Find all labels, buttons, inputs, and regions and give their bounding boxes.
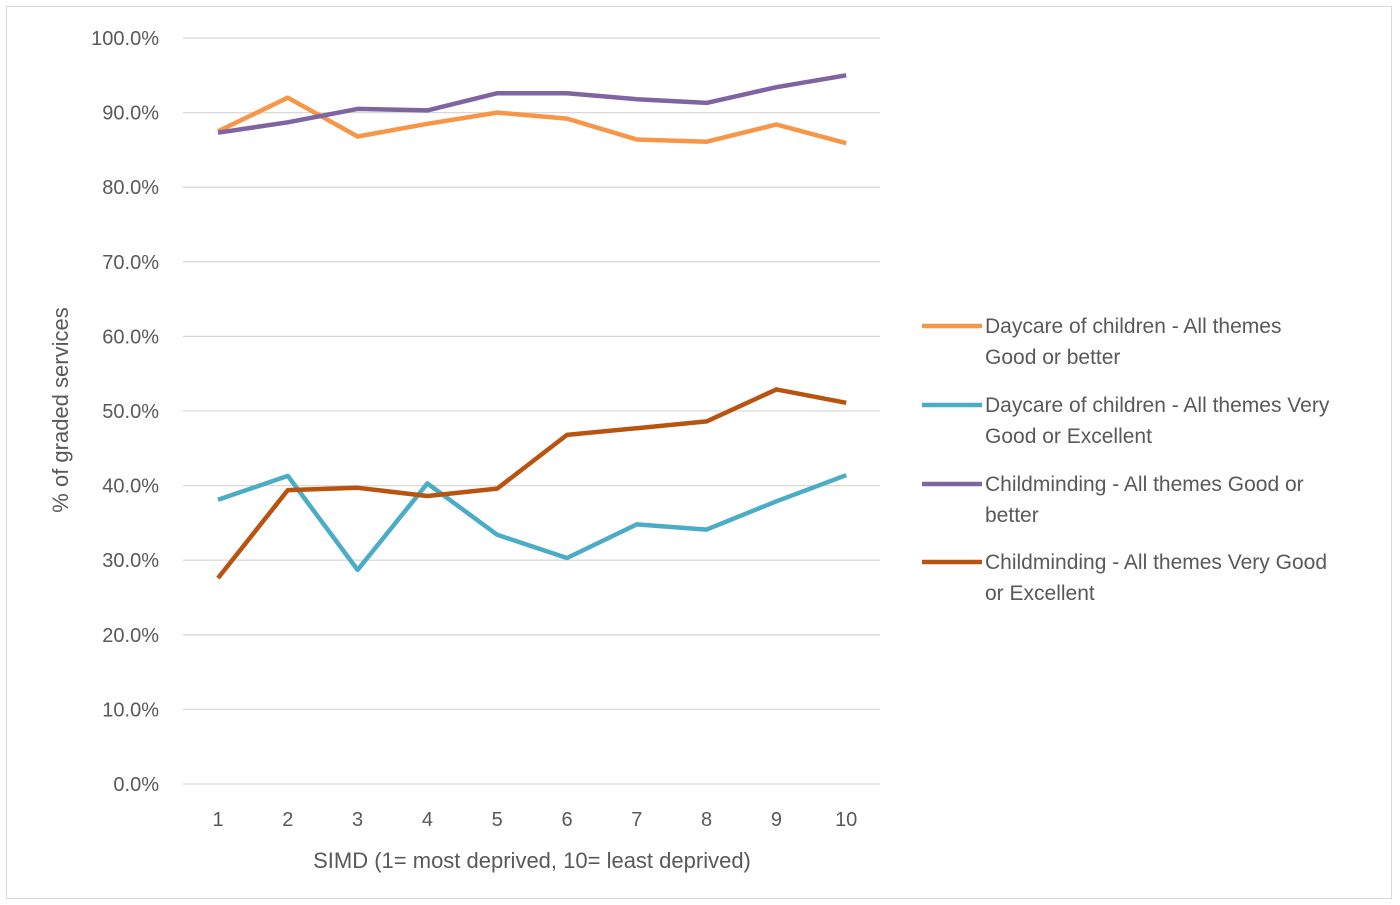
- legend-entry-label: Childminding - All themes Very Good or Ex…: [985, 551, 1327, 605]
- x-tick-label: 4: [422, 809, 433, 831]
- x-tick-label: 1: [212, 809, 223, 831]
- x-axis-tick-labels: 1 2 3 4 5 6 7 8 9 10: [212, 809, 857, 831]
- x-tick-label: 6: [561, 809, 572, 831]
- series-line-4: [216, 387, 847, 580]
- x-tick-label: 3: [352, 809, 363, 831]
- y-tick-label: 100.0%: [91, 28, 159, 50]
- series-line-1: [217, 95, 847, 146]
- legend: Daycare of children - All themes Good or …: [922, 315, 1330, 605]
- y-tick-label: 0.0%: [113, 774, 159, 796]
- y-tick-label: 10.0%: [102, 699, 159, 721]
- x-tick-label: 5: [492, 809, 503, 831]
- x-tick-label: 8: [701, 809, 712, 831]
- y-axis-tick-labels: 0.0% 10.0% 20.0% 30.0% 40.0% 50.0% 60.0% 70.0% 8…: [91, 28, 159, 796]
- y-tick-label: 90.0%: [102, 103, 159, 125]
- x-tick-label: 2: [282, 809, 293, 831]
- x-tick-label: 7: [631, 809, 642, 831]
- legend-entry-label: Daycare of children - All themes Good or …: [985, 315, 1281, 369]
- series-line-2: [217, 473, 847, 573]
- x-axis-title: SIMD (1= most deprived, 10= least depriv…: [313, 848, 751, 873]
- y-tick-label: 30.0%: [102, 550, 159, 572]
- y-tick-label: 40.0%: [102, 476, 159, 498]
- legend-entry-label: Childminding - All themes Good or better: [985, 473, 1304, 527]
- series-lines: [216, 73, 847, 580]
- y-tick-label: 50.0%: [102, 401, 159, 423]
- y-tick-label: 60.0%: [102, 326, 159, 348]
- x-tick-label: 9: [771, 809, 782, 831]
- x-tick-label: 10: [835, 809, 857, 831]
- legend-entry-label: Daycare of children - All themes Very Goo…: [985, 394, 1330, 448]
- y-tick-label: 70.0%: [102, 252, 159, 274]
- y-tick-label: 20.0%: [102, 625, 159, 647]
- y-axis-title: % of graded services: [48, 307, 73, 512]
- gridlines: [183, 37, 880, 785]
- series-line-3: [217, 73, 847, 135]
- chart-frame: [6, 6, 1392, 899]
- y-tick-label: 80.0%: [102, 177, 159, 199]
